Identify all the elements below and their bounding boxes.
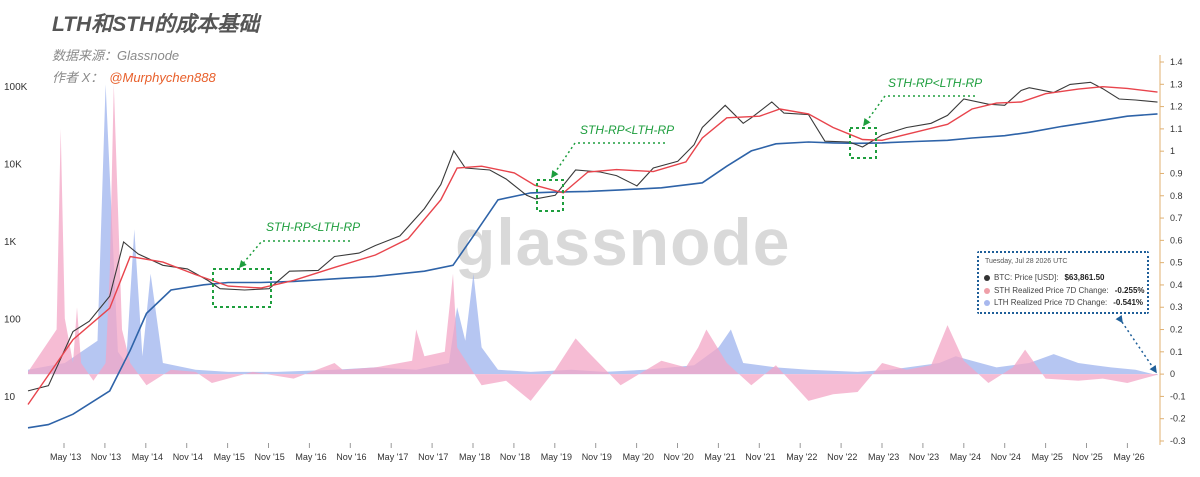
x-tick-label: Nov '23 <box>909 452 939 462</box>
tooltip-row-price: BTC: Price [USD]: $63,861.50 <box>984 273 1105 284</box>
author-handle[interactable]: @Murphychen888 <box>109 70 216 85</box>
left-tick-label: 10 <box>4 392 16 403</box>
right-tick-label: 0.9 <box>1170 168 1183 178</box>
x-tick-label: Nov '18 <box>500 452 530 462</box>
x-tick-label: May '20 <box>623 452 654 462</box>
lth-change-area <box>28 84 1158 376</box>
change-series <box>28 84 1158 401</box>
x-tick-label: May '26 <box>1113 452 1144 462</box>
x-tick-label: Nov '13 <box>91 452 121 462</box>
tooltip-row-lth: LTH Realized Price 7D Change: -0.541% <box>984 298 1143 309</box>
tooltip-row-sth: STH Realized Price 7D Change: -0.255% <box>984 286 1145 297</box>
right-tick-label: 0.7 <box>1170 213 1183 223</box>
right-axis: 1.4 1.3 1.2 1.1 1 0.9 0.8 0.7 0.6 0.5 0.4 0.3 0.2 0.1… <box>1160 57 1186 446</box>
x-tick-label: May '21 <box>704 452 735 462</box>
annotation-label-2: STH-RP<LTH-RP <box>580 123 674 137</box>
right-tick-label: 0.6 <box>1170 235 1183 245</box>
left-tick-label: 100K <box>4 82 28 93</box>
x-tick-label: Nov '17 <box>418 452 448 462</box>
x-tick-label: Nov '24 <box>991 452 1021 462</box>
x-tick-label: Nov '22 <box>827 452 857 462</box>
left-tick-label: 1K <box>4 237 17 248</box>
x-tick-label: May '23 <box>868 452 899 462</box>
x-tick-label: Nov '15 <box>255 452 285 462</box>
right-tick-label: 0.5 <box>1170 258 1183 268</box>
annotation-label-3: STH-RP<LTH-RP <box>888 76 982 90</box>
highlight-box-3 <box>849 127 877 159</box>
right-tick-label: 0.2 <box>1170 325 1183 335</box>
x-tick-label: May '25 <box>1032 452 1063 462</box>
x-tick-label: May '19 <box>541 452 572 462</box>
right-tick-label: 1.4 <box>1170 57 1183 67</box>
tooltip-value: -0.255% <box>1114 286 1145 295</box>
annotation-arrow-3 <box>863 95 975 127</box>
data-source: 数据来源：Glassnode <box>52 48 180 63</box>
author-prefix: 作者 X： <box>52 70 104 85</box>
left-axis: 100K 10K 1K 100 10 <box>4 82 28 403</box>
lth-legend-dot <box>984 299 990 306</box>
btc-price-line <box>27 81 1158 392</box>
author-line: 作者 X： @Murphychen888 <box>52 67 216 86</box>
right-tick-label: -0.3 <box>1170 436 1186 446</box>
x-tick-label: Nov '19 <box>582 452 612 462</box>
x-axis: May '13 Nov '13 May '14 Nov '14 May '15 Nov '… <box>50 443 1145 462</box>
right-tick-label: 0.4 <box>1170 280 1183 290</box>
right-tick-label: 1.3 <box>1170 79 1183 89</box>
x-tick-label: Nov '20 <box>664 452 694 462</box>
x-tick-label: Nov '16 <box>336 452 366 462</box>
x-tick-label: May '13 <box>50 452 81 462</box>
left-tick-label: 10K <box>4 160 22 171</box>
sth-realized-price-line <box>27 85 1158 405</box>
x-tick-label: May '15 <box>214 452 245 462</box>
right-tick-label: 0.8 <box>1170 191 1183 201</box>
x-tick-label: May '16 <box>295 452 326 462</box>
tooltip-value: $63,861.50 <box>1064 273 1105 282</box>
tooltip-pointer-arrow <box>1115 314 1157 374</box>
right-tick-label: -0.1 <box>1170 391 1186 401</box>
right-tick-label: 0.3 <box>1170 302 1183 312</box>
tooltip-label: STH Realized Price 7D Change: <box>994 286 1109 295</box>
highlight-box-2 <box>536 179 564 212</box>
annotation-label-1: STH-RP<LTH-RP <box>266 220 360 234</box>
tooltip-label: LTH Realized Price 7D Change: <box>994 298 1108 307</box>
right-tick-label: 0.1 <box>1170 347 1183 357</box>
right-tick-label: 0 <box>1170 369 1175 379</box>
tooltip-date: Tuesday, Jul 28 2026 UTC <box>985 258 1068 265</box>
x-tick-label: May '18 <box>459 452 490 462</box>
right-tick-label: 1 <box>1170 146 1175 156</box>
right-tick-label: 1.1 <box>1170 124 1183 134</box>
left-tick-label: 100 <box>4 315 21 326</box>
x-tick-label: May '14 <box>132 452 163 462</box>
sth-legend-dot <box>984 287 990 294</box>
tooltip-value: -0.541% <box>1113 298 1144 307</box>
chart-title: LTH和STH的成本基础 <box>52 13 260 36</box>
x-tick-label: May '17 <box>377 452 408 462</box>
price-legend-dot <box>984 274 990 281</box>
annotation-arrow-2 <box>551 142 665 179</box>
annotation-arrow-1 <box>239 240 350 269</box>
x-tick-label: Nov '21 <box>745 452 775 462</box>
x-tick-label: May '24 <box>950 452 981 462</box>
x-tick-label: Nov '14 <box>173 452 203 462</box>
right-tick-label: -0.2 <box>1170 414 1186 424</box>
lth-realized-price-line <box>27 113 1158 429</box>
x-tick-label: Nov '25 <box>1073 452 1103 462</box>
tooltip-box: Tuesday, Jul 28 2026 UTC BTC: Price [USD… <box>977 251 1149 314</box>
watermark: glassnode <box>455 205 790 279</box>
tooltip-label: BTC: Price [USD]: <box>994 273 1059 282</box>
right-tick-label: 1.2 <box>1170 102 1183 112</box>
x-tick-label: May '22 <box>786 452 817 462</box>
